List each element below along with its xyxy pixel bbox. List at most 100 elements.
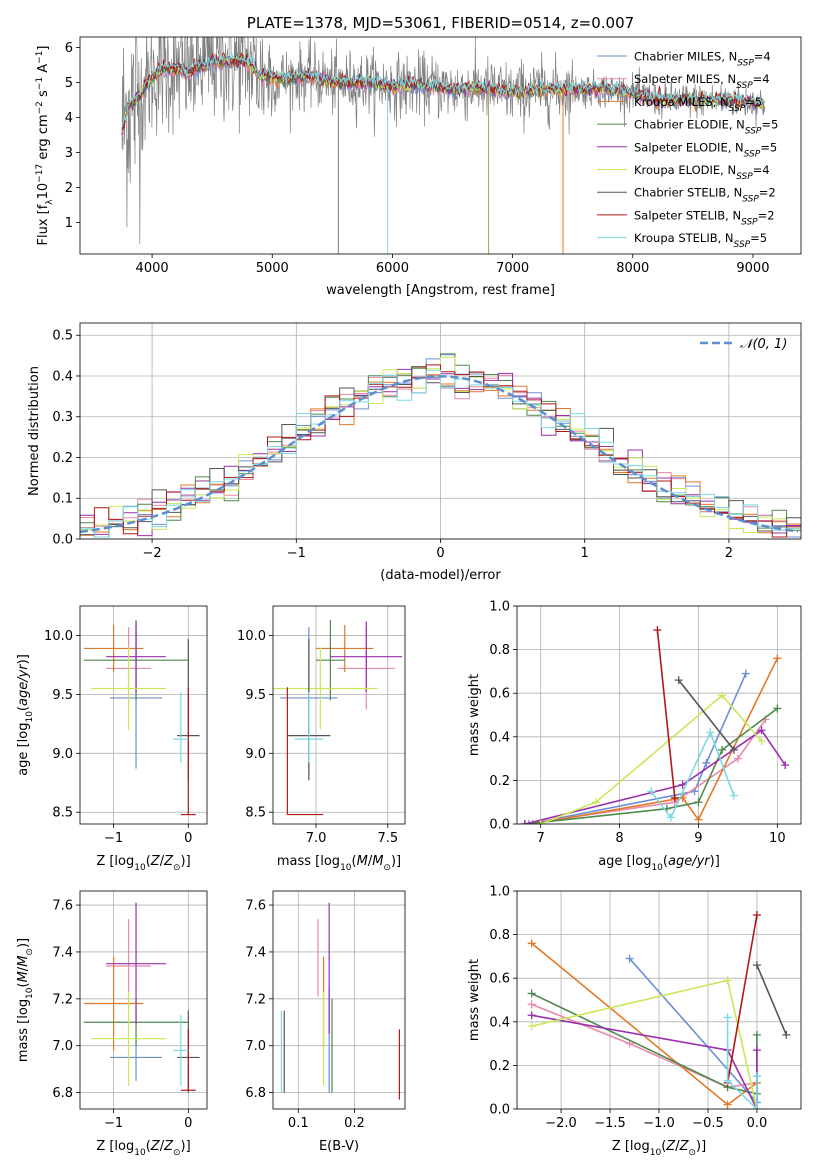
y-tick-label: 0.5 <box>52 329 73 344</box>
weight-marker <box>752 910 761 919</box>
y-tick-label: 2 <box>65 181 73 196</box>
weight-marker <box>674 676 683 685</box>
weight-marker <box>591 798 600 807</box>
y-tick-label: 0.0 <box>52 533 73 548</box>
weight-line <box>678 679 735 751</box>
x-axis-label: Z [log10(Z/Z⊙)] <box>612 1139 706 1158</box>
weight-marker <box>527 989 536 998</box>
y-tick-label: 0.3 <box>52 410 73 425</box>
weight-line <box>726 914 758 1083</box>
plot-area <box>520 625 790 824</box>
weight-line <box>629 958 758 1105</box>
y-axis-label: Flux [fλ10−17 erg cm−2 s−1 A−1] <box>35 46 55 246</box>
overlay: 4000 5000 6000 7000 8000 9000 1 2 3 4 5 6 PLATE=1378… <box>35 14 802 298</box>
weight-marker <box>520 820 529 824</box>
x-tick-label: −1.5 <box>594 1116 626 1131</box>
weight-marker <box>723 1076 732 1085</box>
legend-entry: Kroupa STELIB, NSSP=5 <box>634 231 767 250</box>
x-tick-label: 8000 <box>616 261 649 276</box>
y-tick-label: 1 <box>65 216 73 231</box>
legend-entry: Kroupa ELODIE, NSSP=4 <box>634 163 770 182</box>
y-tick-label: 1.0 <box>489 885 510 900</box>
legend-entry: Kroupa MILES, NSSP=5 <box>634 95 762 114</box>
y-tick-label: 0.4 <box>489 1015 510 1030</box>
weight-marker <box>782 1030 791 1039</box>
residual-histogram <box>80 369 801 539</box>
plot-area <box>527 910 791 1109</box>
overlay: −1 0 6.8 7.0 7.2 7.4 7.6 Z [log10(Z/Z⊙)] mass [l… <box>16 890 208 1158</box>
x-tick-label: −1 <box>287 546 306 561</box>
y-axis-label: mass weight <box>467 959 482 1041</box>
plot-area <box>83 902 200 1093</box>
model-spectrum-line <box>121 53 765 128</box>
weight-marker <box>757 726 766 735</box>
y-tick-label: 0.0 <box>489 1103 510 1118</box>
y-tick-label: 6.8 <box>245 1086 266 1101</box>
plot-area <box>280 902 400 1100</box>
x-tick-label: 7.5 <box>377 831 398 846</box>
x-tick-label: 6000 <box>376 261 409 276</box>
weight-marker <box>723 1013 732 1022</box>
x-tick-label: 8 <box>615 831 623 846</box>
legend-entry: Salpeter ELODIE, NSSP=5 <box>634 140 777 159</box>
gaussian-curve <box>80 375 799 534</box>
y-tick-label: 9.0 <box>52 747 73 762</box>
axes-frame <box>516 890 802 1110</box>
x-tick-label: 7.0 <box>306 831 327 846</box>
weight-marker <box>702 758 711 767</box>
axes-frame <box>272 890 406 1110</box>
weight-line <box>531 1014 758 1109</box>
x-tick-label: 5000 <box>256 261 289 276</box>
weight-line <box>531 1003 758 1089</box>
x-tick-label: 10 <box>769 831 786 846</box>
panel-mass_vs_EBV: 0.1 0.2 6.8 7.0 7.2 7.4 7.6 E(B-V) <box>245 890 406 1154</box>
panel-weight_vs_Z: −2.0 −1.5 −1.0 −0.5 0.0 0.0 0.2 0.4 0.6 0.8 1.0 Z [… <box>467 885 802 1158</box>
y-tick-label: 0.0 <box>489 818 510 833</box>
weight-marker <box>729 791 738 800</box>
y-tick-label: 0.6 <box>489 972 510 987</box>
weight-line <box>756 964 788 1036</box>
overlay: −2 −1 0 1 2 0.0 0.1 0.2 0.3 0.4 0.5 𝒩(0, 1) (data-mo… <box>27 322 802 583</box>
axes-frame <box>516 605 802 825</box>
x-tick-label: 0 <box>184 831 192 846</box>
y-tick-label: 9.0 <box>245 747 266 762</box>
x-tick-label: 1 <box>581 546 589 561</box>
weight-marker <box>723 976 732 985</box>
x-tick-label: −1.0 <box>643 1116 675 1131</box>
y-tick-label: 0.2 <box>489 1059 510 1074</box>
y-tick-label: 0.8 <box>489 643 510 658</box>
axes-frame <box>79 605 208 825</box>
overlay: −1 0 8.5 9.0 9.5 10.0 Z [log10(Z/Z⊙)] age [log1… <box>16 605 208 873</box>
y-tick-label: 8.5 <box>52 806 73 821</box>
x-axis-label: (data-model)/error <box>380 568 501 583</box>
x-axis-label: age [log10(age/yr)] <box>598 854 720 873</box>
weight-line <box>650 730 735 820</box>
weight-marker <box>670 793 679 802</box>
weight-marker <box>729 745 738 754</box>
y-tick-label: 0.8 <box>489 928 510 943</box>
y-axis-label: Normed distribution <box>27 366 42 496</box>
x-tick-label: −2 <box>143 546 162 561</box>
x-axis-label: mass [log10(M/M⊙)] <box>277 854 401 873</box>
overlay: −2.0 −1.5 −1.0 −0.5 0.0 0.0 0.2 0.4 0.6 0.8 1.0 Z [… <box>467 885 802 1158</box>
panel-spectrum: 4000 5000 6000 7000 8000 9000 1 2 3 4 5 6 PLATE=1378… <box>35 14 802 298</box>
weight-line <box>656 629 676 798</box>
x-tick-label: 0.2 <box>344 1116 365 1131</box>
y-axis-label: mass weight <box>467 674 482 756</box>
weight-marker <box>773 654 782 663</box>
y-tick-label: 8.5 <box>245 806 266 821</box>
weight-marker <box>752 1105 761 1109</box>
plot-area <box>83 620 200 816</box>
y-tick-label: 0.2 <box>489 774 510 789</box>
x-axis-label: E(B-V) <box>319 1139 359 1154</box>
weight-marker <box>733 754 742 763</box>
weight-marker <box>718 745 727 754</box>
y-tick-label: 4 <box>65 111 73 126</box>
axes-frame <box>79 36 802 255</box>
x-tick-label: 0.1 <box>288 1116 309 1131</box>
weight-marker <box>524 820 533 824</box>
weight-marker <box>527 1011 536 1020</box>
weight-line <box>531 942 758 1106</box>
weight-marker <box>527 1022 536 1031</box>
plot-area <box>273 620 403 816</box>
